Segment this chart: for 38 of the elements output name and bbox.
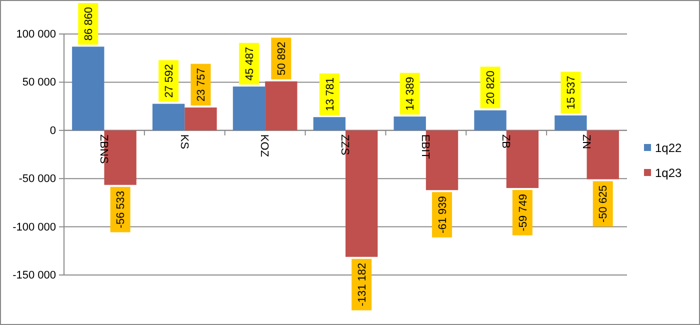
data-label: 23 757	[196, 68, 208, 102]
x-tick-label: ZBNS	[97, 134, 110, 164]
y-tick-label: -50 000	[18, 173, 56, 186]
x-tick-label: ZN	[580, 134, 592, 150]
data-label: -131 182	[356, 262, 368, 306]
y-tick-label: 100 000	[16, 28, 56, 41]
y-tick-label: 0	[50, 124, 56, 137]
data-label: -50 625	[598, 185, 610, 223]
x-tick-label: EBIT	[419, 134, 432, 160]
x-tick-label: KS	[178, 134, 190, 150]
x-tick-label: ZB	[500, 134, 512, 148]
data-label: 86 860	[82, 7, 95, 41]
data-label: 13 781	[324, 77, 336, 112]
data-label: -56 533	[115, 190, 128, 228]
y-tick-label: 50 000	[22, 76, 56, 89]
bar	[313, 117, 346, 130]
data-label: 20 820	[485, 70, 498, 104]
bar	[72, 46, 104, 130]
data-label: 45 487	[244, 46, 256, 81]
bar	[152, 104, 185, 130]
bar	[232, 86, 266, 130]
data-label: 14 389	[404, 76, 417, 111]
data-label: -59 749	[517, 194, 530, 232]
y-tick-label: -150 000	[12, 270, 56, 282]
data-label: 50 892	[276, 42, 288, 76]
bar	[184, 108, 217, 130]
bar	[394, 116, 426, 130]
bar	[554, 115, 587, 130]
x-tick-label: ZZS	[338, 134, 351, 156]
bar	[474, 110, 506, 130]
x-tick-label: KOZ	[258, 134, 270, 158]
legend-label: 1q22	[655, 141, 682, 156]
data-label: -61 939	[436, 196, 449, 234]
data-label: 27 592	[163, 64, 176, 98]
data-label: 15 537	[566, 76, 578, 110]
legend-label: 1q23	[655, 166, 682, 180]
y-tick-label: -100 000	[12, 221, 56, 234]
bar	[265, 81, 298, 130]
